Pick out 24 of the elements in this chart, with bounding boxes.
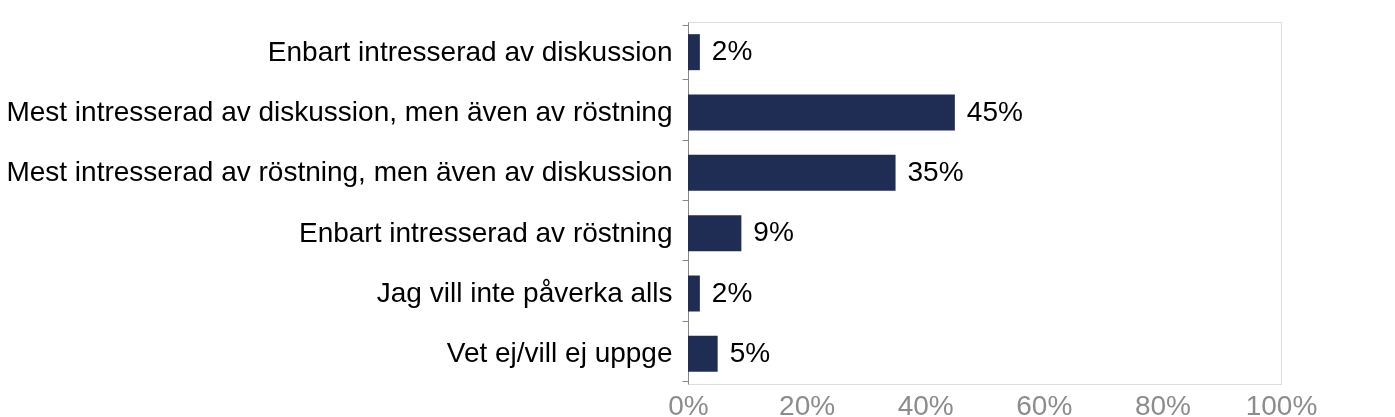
- x-tick-label: 20%: [779, 389, 836, 417]
- data-label: 35%: [907, 155, 964, 187]
- y-tick-label: Mest intresserad av röstning, men även av diskussion: [6, 156, 673, 188]
- x-tick-label: 100%: [1245, 389, 1318, 417]
- y-tick-label: Jag vill inte påverka alls: [376, 277, 673, 308]
- y-tick-label: Enbart intresserad av diskussion: [267, 35, 673, 67]
- x-tick-label: 0%: [668, 389, 709, 417]
- x-tick-label: 60%: [1016, 389, 1073, 417]
- x-tick-label: 80%: [1134, 389, 1191, 417]
- x-tick-label: 40%: [897, 389, 954, 417]
- data-label: 45%: [966, 95, 1023, 127]
- data-label: 2%: [711, 276, 753, 308]
- bar: [688, 335, 718, 372]
- data-label: 9%: [753, 216, 794, 248]
- y-tick-label: Mest intresserad av diskussion, men även av röstning: [6, 96, 673, 127]
- data-label: 5%: [729, 336, 771, 368]
- y-tick-label: Vet ej/vill ej uppge: [446, 337, 673, 369]
- bar: [688, 275, 700, 312]
- bar: [688, 215, 742, 252]
- y-tick-label: Enbart intresserad av röstning: [298, 216, 673, 248]
- bar: [688, 34, 700, 71]
- bar: [688, 154, 896, 191]
- data-label: 2%: [711, 35, 753, 67]
- bar: [688, 94, 955, 131]
